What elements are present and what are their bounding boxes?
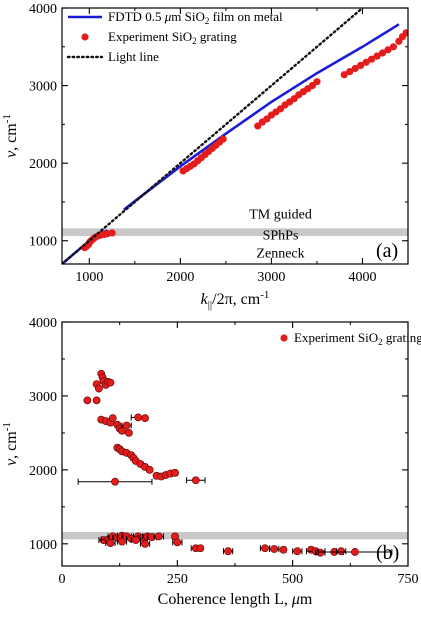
y-tick-label: 1000 [29,538,57,553]
y-tick-label: 4000 [29,316,57,331]
y-tick-label: 2000 [29,464,57,479]
legend-entry-text: Light line [108,49,159,64]
experiment-point [111,477,119,486]
x-tick-label: 4000 [348,270,376,285]
experiment-point [191,476,200,485]
experiment-point [108,229,116,237]
panel-a-label: (a) [376,240,398,262]
experiment-point [378,49,387,57]
legend-dot-swatch [81,33,89,41]
region-annotation: Zenneck [256,246,304,261]
experiment-point [270,545,279,553]
x-tick-label: 750 [398,572,419,587]
experiment-point [108,414,117,423]
panel-b-y-axis-label: ν, cm-1 [1,422,20,466]
panel-a-ticks: 1000 2000 3000 4000 1000 2000 3000 4000 [29,2,409,285]
experiment-point [279,545,288,554]
experiment-point [337,547,346,556]
fdtd-line-segment [123,23,400,211]
panel-b-legend: Experiment SiO2 grating [280,330,421,347]
experiment-point [219,135,227,143]
legend-entry-text: Experiment SiO2 grating [108,29,237,46]
experiment-point [389,43,398,51]
experiment-point [95,384,103,393]
legend-entry-text: FDTD 0.5 μm SiO2 film on metal [108,9,283,26]
x-tick-label: 250 [167,572,188,587]
experiment-point [346,68,354,76]
experiment-point [154,532,163,541]
experiment-point [92,396,101,405]
x-tick-label: 0 [59,572,66,587]
experiment-point [362,58,370,66]
y-tick-label: 1000 [29,235,57,250]
experiment-point [316,548,325,557]
experiment-point [384,46,392,54]
experiment-point [141,414,149,423]
experiment-point [118,537,126,546]
y-tick-label: 3000 [29,390,57,405]
experiment-point [351,64,359,73]
y-tick-label: 2000 [29,157,57,172]
sphp-band [62,531,408,540]
experiment-point [340,71,348,79]
region-annotation: SPhPs [263,229,299,244]
legend-entry-text: Experiment SiO2 grating [294,330,421,347]
panel-a-frame [61,7,409,265]
experiment-point [173,538,182,547]
experiment-point [293,547,302,556]
x-tick-label: 3000 [257,270,285,285]
experiment-point [351,548,359,556]
panel-b-label: (b) [376,542,399,564]
light-line [62,8,364,264]
experiment-point [145,465,154,474]
experiment-point [373,52,381,60]
panel-b-ticks: 0 250 500 750 1000 2000 3000 4000 [29,316,419,587]
experiment-point [171,468,179,477]
panel-a-band [62,228,408,237]
experiment-point [124,429,133,437]
experiment-point [141,539,149,548]
experiment-point [224,547,232,556]
region-annotation: TM guided [249,208,312,223]
panel-b-frame [61,321,409,567]
experiment-point [196,544,205,553]
experiment-point [367,55,376,63]
experiment-point [106,539,115,547]
panel-a-legend: FDTD 0.5 μm SiO2 film on metal Experiment… [66,9,283,64]
experiment-point [122,421,131,430]
legend-dot-swatch [280,334,288,342]
experiment-point [106,378,115,387]
experiment-point [357,61,365,70]
experiment-point [134,413,143,422]
panel-b-band [62,531,408,540]
panel-a-y-axis-label: ν, cm-1 [1,114,20,158]
experiment-point [313,78,321,86]
x-tick-label: 1000 [75,270,103,285]
experiment-point [83,396,92,405]
y-tick-label: 4000 [29,2,57,17]
panel-b-x-axis-label: Coherence length L, μm [158,591,313,608]
y-tick-label: 3000 [29,80,57,95]
x-tick-label: 500 [282,572,303,587]
sphp-band [62,228,408,237]
panel-b-series [77,369,393,557]
panel-a-annotations: TM guided SPhPs Zenneck [249,208,312,262]
x-tick-label: 2000 [166,270,194,285]
panel-a-x-axis-label: k||/2π, cm-1 [201,289,270,311]
experiment-point [261,544,269,553]
experiment-point [131,536,140,545]
panel-a: 1000 2000 3000 4000 1000 2000 3000 4000 TM guid… [1,2,409,311]
panel-b: 0 250 500 750 1000 2000 3000 4000 Experiment Si… [1,316,421,608]
panel-a-series [62,8,408,264]
experiment-point [402,29,408,37]
